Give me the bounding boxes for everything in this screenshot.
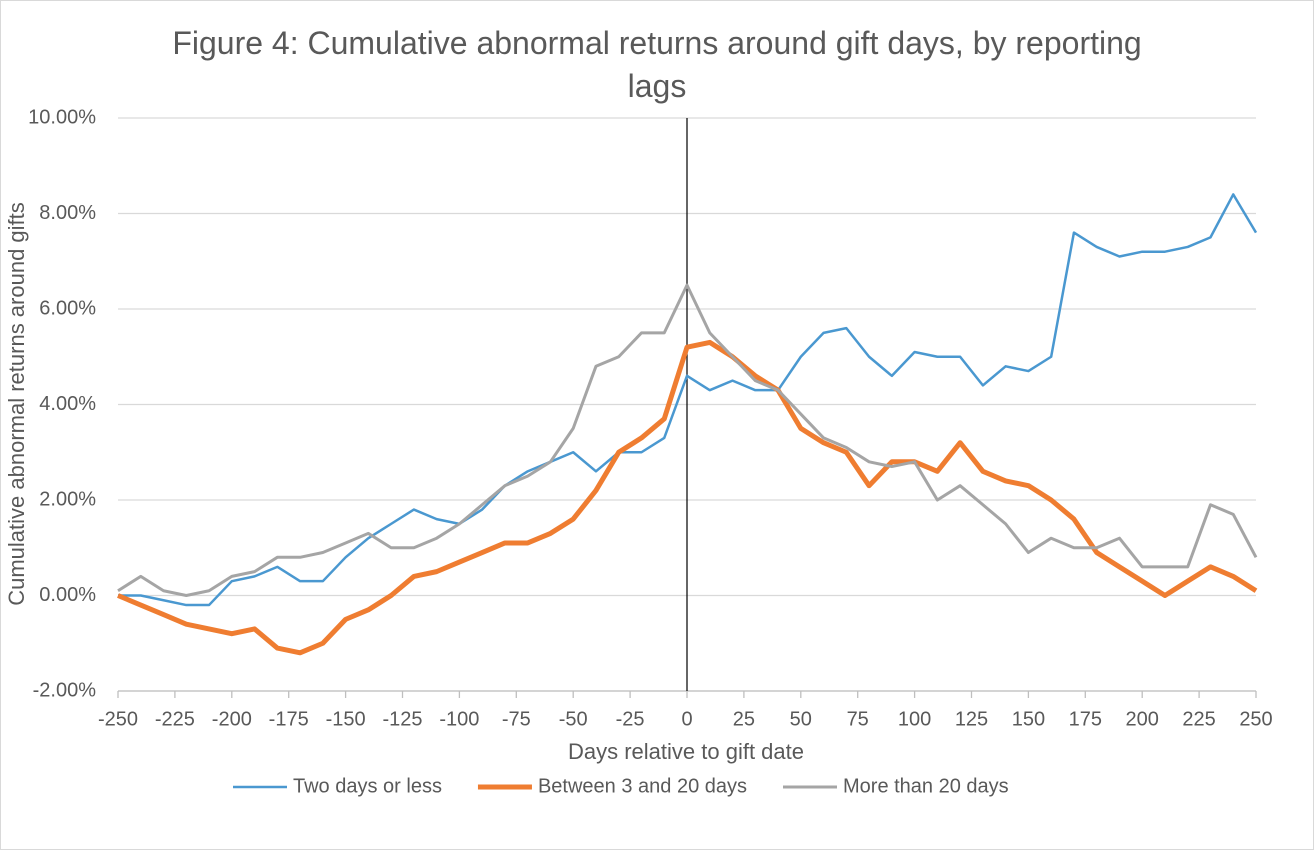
legend-label: Two days or less (293, 775, 442, 797)
y-axis-label: Cumulative abnormal returns around gifts (4, 202, 29, 606)
x-tick-label: 250 (1239, 708, 1272, 730)
x-tick-label: -150 (326, 708, 366, 730)
x-tick-label: -25 (616, 708, 645, 730)
y-tick-label: 8.00% (39, 202, 96, 224)
x-axis-label: Days relative to gift date (568, 739, 804, 764)
x-tick-label: 25 (733, 708, 755, 730)
legend-label: More than 20 days (843, 775, 1009, 797)
x-tick-label: 50 (790, 708, 812, 730)
x-tick-label: -225 (155, 708, 195, 730)
x-tick-label: 125 (955, 708, 988, 730)
y-tick-label: 4.00% (39, 393, 96, 415)
x-tick-label: 200 (1126, 708, 1159, 730)
x-tick-label: -100 (439, 708, 479, 730)
x-tick-label: -250 (98, 708, 138, 730)
x-tick-label: 150 (1012, 708, 1045, 730)
series-line (117, 339, 1258, 656)
series-line (117, 283, 1258, 597)
x-tick-label: 100 (898, 708, 931, 730)
y-tick-label: 0.00% (39, 584, 96, 606)
x-tick-label: 75 (847, 708, 869, 730)
x-tick-label: -125 (382, 708, 422, 730)
x-tick-label: 175 (1069, 708, 1102, 730)
y-tick-label: 10.00% (28, 106, 96, 128)
x-tick-label: -75 (502, 708, 531, 730)
x-tick-label: -200 (212, 708, 252, 730)
chart-title: Figure 4: Cumulative abnormal returns ar… (172, 25, 1142, 104)
x-tick-label: 225 (1182, 708, 1215, 730)
series-line (118, 193, 1258, 607)
y-tick-label: -2.00% (33, 679, 97, 701)
x-tick-label: 0 (681, 708, 692, 730)
legend-label: Between 3 and 20 days (538, 775, 747, 797)
x-tick-label: -50 (559, 708, 588, 730)
y-tick-label: 2.00% (39, 488, 96, 510)
y-tick-label: 6.00% (39, 297, 96, 319)
x-tick-label: -175 (269, 708, 309, 730)
